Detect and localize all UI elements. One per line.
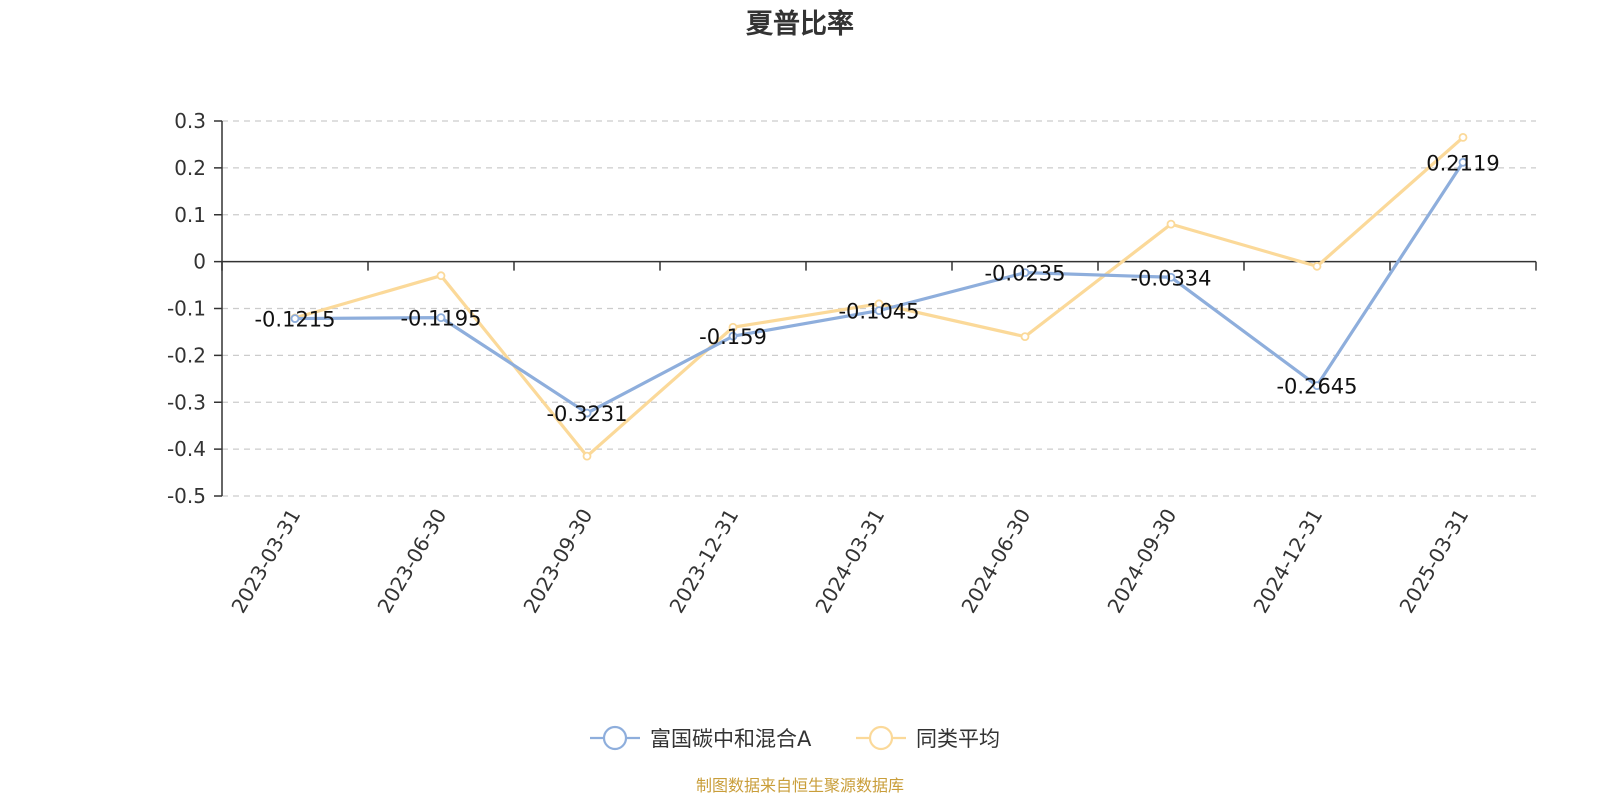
x-tick-label: 2024-06-30 [956,505,1035,618]
data-label: -0.159 [699,325,767,349]
data-label: -0.1195 [400,307,481,331]
data-label: -0.0334 [1130,266,1211,290]
data-point[interactable] [582,451,592,461]
data-label: 0.2119 [1426,151,1499,175]
source-note: 制图数据来自恒生聚源数据库 [696,776,904,795]
legend-label: 同类平均 [916,727,1000,751]
data-point[interactable] [1312,381,1322,391]
data-point[interactable] [436,271,446,281]
data-point[interactable] [1020,332,1030,342]
y-tick-label: 0.1 [174,203,206,227]
data-point[interactable] [582,408,592,418]
x-tick-label: 2024-03-31 [810,505,889,618]
data-label: -0.2645 [1276,375,1357,399]
legend[interactable]: 富国碳中和混合A 同类平均 [590,725,1000,751]
chart-title: 夏普比率 [746,8,854,40]
y-tick-label: 0 [193,250,206,274]
data-point[interactable] [1166,219,1176,229]
series-lines [290,133,1468,461]
data-point[interactable] [1020,268,1030,278]
data-point[interactable] [1312,261,1322,271]
x-tick-label: 2023-12-31 [664,505,743,618]
data-point[interactable] [728,331,738,341]
x-tick-label: 2023-06-30 [372,505,451,618]
legend-circle-icon [602,725,628,751]
y-tick-label: -0.4 [167,437,206,461]
legend-label: 富国碳中和混合A [650,727,812,751]
data-label: -0.0235 [984,262,1065,286]
legend-circle-icon [868,725,894,751]
data-point[interactable] [1166,272,1176,282]
y-tick-label: 0.3 [174,109,206,133]
data-labels: -0.1215 -0.1195 -0.3231 -0.159 -0.1045 -0.023… [254,151,1499,426]
data-point[interactable] [1458,157,1468,167]
gridlines [222,120,1536,497]
y-tick-label: -0.1 [167,297,206,321]
data-point[interactable] [874,306,884,316]
x-tick-label: 2025-03-31 [1394,505,1473,618]
data-label: -0.1045 [838,300,919,324]
data-point[interactable] [1458,133,1468,142]
data-point[interactable] [436,313,446,323]
x-tick-label: 2023-03-31 [226,505,305,618]
y-tick-label: -0.3 [167,390,206,414]
series-line-1 [294,136,1465,458]
data-point[interactable] [290,314,300,323]
legend-item-0[interactable]: 富国碳中和混合A [590,725,812,751]
legend-item-1[interactable]: 同类平均 [856,725,1000,751]
data-label: -0.1215 [254,308,335,332]
y-tick-label: 0.2 [174,156,206,180]
x-tick-label: 2024-12-31 [1248,505,1327,618]
x-tick-label: 2024-09-30 [1102,505,1181,618]
data-point[interactable] [728,322,738,332]
x-tick-label: 2023-09-30 [518,505,597,618]
y-tick-label: -0.2 [167,343,206,367]
y-tick-label: -0.5 [167,484,206,508]
data-label: -0.3231 [546,402,627,426]
